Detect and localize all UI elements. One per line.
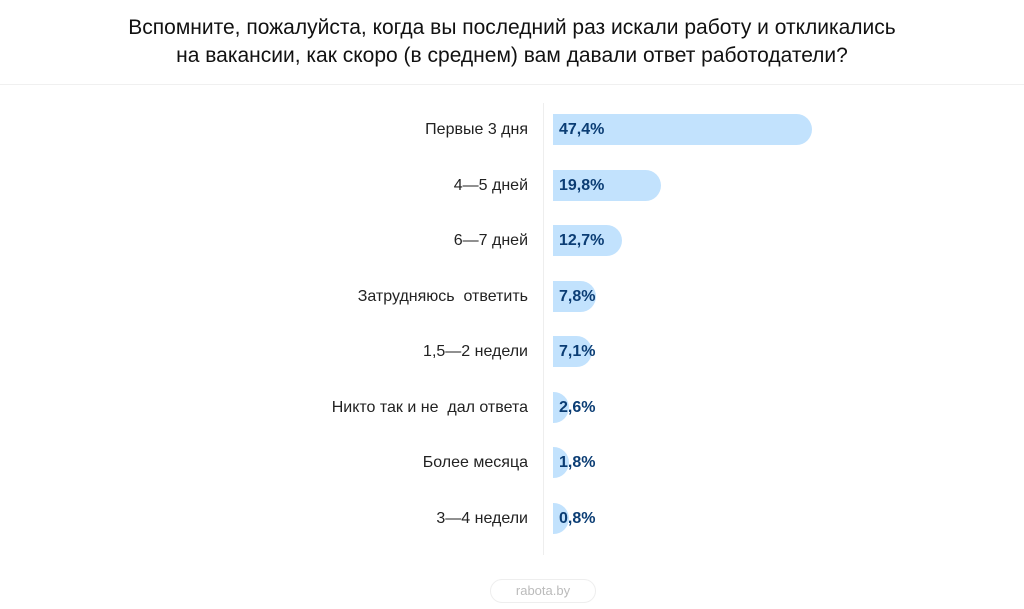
bar: [553, 169, 662, 201]
bar-row: Затрудняюсь ответить 7,8%: [0, 280, 1024, 312]
bar: [553, 225, 623, 256]
bar-row: 4—5 дней 19,8%: [0, 169, 1024, 201]
y-axis-line: [543, 103, 544, 555]
data-label: 0,8%: [559, 509, 596, 527]
category-label: 3—4 недели: [436, 509, 528, 527]
bar-row: Первые 3 дня 47,4%: [0, 114, 1024, 145]
bar: [553, 447, 569, 478]
bar: [553, 391, 569, 423]
bar-row: 1,5—2 недели 7,1%: [0, 336, 1024, 367]
category-label: 1,5—2 недели: [423, 343, 528, 360]
bar-row: Никто так и не дал ответа 2,6%: [0, 391, 1024, 423]
data-label: 2,6%: [559, 398, 596, 416]
category-label: Затрудняюсь ответить: [357, 287, 528, 305]
chart-title: Вспомните, пожалуйста, когда вы последни…: [0, 14, 1024, 70]
logo: rabota.by: [490, 579, 596, 603]
data-label: 1,8%: [559, 454, 596, 471]
category-label: 6—7 дней: [453, 232, 528, 249]
bar-row: 6—7 дней 12,7%: [0, 225, 1024, 256]
title-line-2: на вакансии, как скоро (в среднем) вам д…: [176, 44, 848, 67]
data-label: 7,1%: [559, 343, 596, 360]
data-label: 19,8%: [559, 176, 605, 194]
category-label: Более месяца: [422, 454, 528, 471]
category-label: Никто так и не дал ответа: [331, 398, 528, 416]
bar-row: Более месяца 1,8%: [0, 447, 1024, 478]
data-label: 12,7%: [559, 232, 605, 249]
bar: [553, 502, 569, 534]
bar-row: 3—4 недели 0,8%: [0, 502, 1024, 534]
data-label: 7,8%: [559, 287, 596, 305]
divider: [0, 84, 1024, 85]
bar: [553, 280, 596, 312]
bar: [553, 114, 812, 145]
category-label: 4—5 дней: [453, 176, 528, 194]
bar: [553, 336, 592, 367]
category-label: Первые 3 дня: [425, 121, 528, 138]
data-label: 47,4%: [559, 121, 605, 138]
title-line-1: Вспомните, пожалуйста, когда вы последни…: [128, 16, 896, 39]
